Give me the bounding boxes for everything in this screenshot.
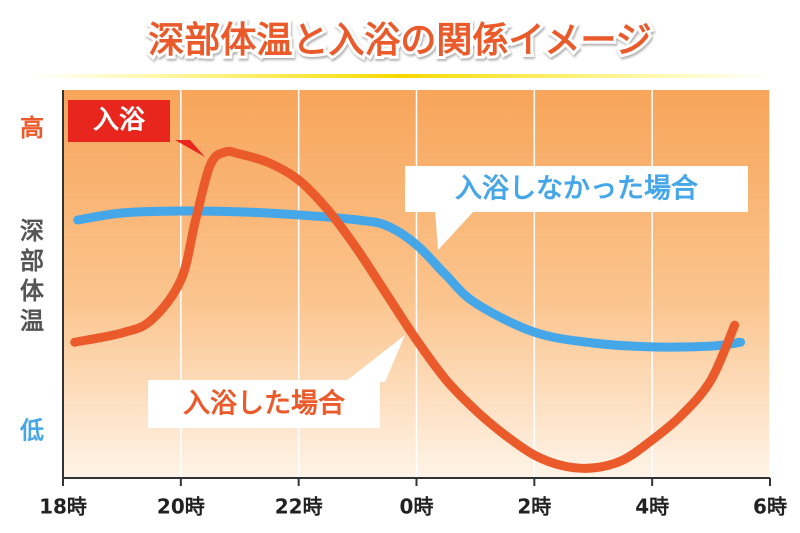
x-tick-label: 2時	[517, 495, 551, 519]
callout-box	[405, 166, 748, 212]
y-axis-title-char: 温	[20, 307, 44, 335]
x-tick-label: 6時	[753, 495, 787, 519]
callout-pointer	[150, 140, 205, 157]
y-axis-title-char: 深	[20, 217, 44, 245]
y-tick-label: 低	[19, 416, 44, 444]
callout-pointer	[435, 210, 475, 250]
series-line	[70, 146, 740, 473]
chart-title: 深部体温と入浴の関係イメージ	[148, 20, 651, 61]
x-tick-label: 20時	[157, 495, 205, 519]
y-axis-title-char: 体	[20, 277, 45, 305]
y-tick-label: 高	[20, 114, 44, 142]
callout-pointer	[345, 335, 405, 382]
annotation: 入浴	[93, 106, 146, 136]
grid	[180, 90, 771, 478]
x-tick-label: 4時	[635, 495, 669, 519]
y-axis-title-char: 部	[20, 247, 44, 275]
y-axis-title: 深部体温	[20, 217, 45, 335]
callout-box	[148, 380, 380, 428]
x-tick-label: 18時	[39, 495, 87, 519]
series-label: 入浴しなかった場合	[455, 173, 698, 205]
title-underline	[30, 74, 770, 78]
x-tick-label: 22時	[275, 495, 323, 519]
annotation-box	[68, 100, 170, 142]
lines	[70, 146, 746, 473]
series-label: 入浴した場合	[183, 388, 345, 420]
x-tick-label: 0時	[400, 495, 434, 519]
